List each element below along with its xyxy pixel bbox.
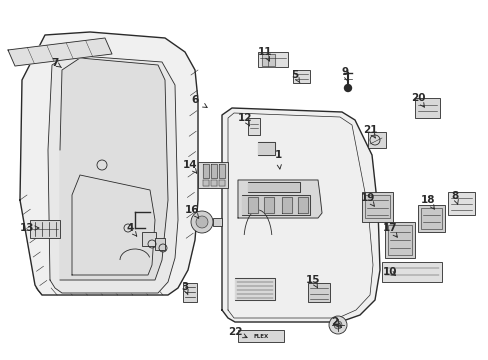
Polygon shape: [203, 180, 208, 186]
Polygon shape: [282, 197, 291, 213]
Text: 14: 14: [183, 160, 197, 173]
Text: FLEX: FLEX: [253, 333, 268, 338]
Text: 22: 22: [227, 327, 246, 338]
Text: 17: 17: [382, 223, 397, 237]
Text: 10: 10: [382, 267, 396, 277]
Text: 5: 5: [291, 70, 299, 83]
Text: 15: 15: [305, 275, 320, 288]
Polygon shape: [210, 164, 217, 178]
Polygon shape: [203, 164, 208, 178]
Polygon shape: [8, 38, 112, 66]
Polygon shape: [258, 52, 287, 67]
Text: 13: 13: [20, 223, 39, 233]
Text: 21: 21: [362, 125, 376, 138]
Text: 1: 1: [274, 150, 281, 169]
Polygon shape: [264, 197, 273, 213]
Polygon shape: [235, 278, 274, 300]
Polygon shape: [155, 238, 164, 250]
Polygon shape: [222, 108, 379, 322]
Polygon shape: [387, 225, 411, 255]
Polygon shape: [361, 192, 392, 222]
Circle shape: [344, 85, 351, 91]
Polygon shape: [213, 218, 222, 226]
Polygon shape: [447, 192, 474, 215]
Polygon shape: [417, 205, 444, 232]
Polygon shape: [247, 197, 258, 213]
Text: 11: 11: [257, 47, 272, 61]
Polygon shape: [238, 180, 321, 218]
Polygon shape: [198, 162, 227, 188]
Polygon shape: [292, 70, 309, 83]
Text: 6: 6: [191, 95, 207, 108]
Text: 12: 12: [237, 113, 252, 126]
Polygon shape: [384, 222, 414, 258]
Polygon shape: [242, 195, 309, 215]
Text: 20: 20: [410, 93, 425, 107]
Circle shape: [333, 321, 341, 329]
Circle shape: [196, 216, 207, 228]
Circle shape: [328, 316, 346, 334]
Text: 16: 16: [184, 205, 199, 218]
Polygon shape: [247, 118, 260, 135]
Polygon shape: [60, 58, 168, 280]
Text: 19: 19: [360, 193, 374, 206]
Polygon shape: [238, 330, 284, 342]
Polygon shape: [219, 164, 224, 178]
Text: 8: 8: [450, 191, 458, 204]
Polygon shape: [381, 262, 441, 282]
Polygon shape: [364, 195, 389, 218]
Text: 3: 3: [181, 282, 188, 295]
Polygon shape: [183, 283, 197, 302]
Polygon shape: [297, 197, 307, 213]
Polygon shape: [219, 180, 224, 186]
Polygon shape: [262, 54, 274, 66]
Text: 7: 7: [51, 58, 61, 68]
Circle shape: [191, 211, 213, 233]
Polygon shape: [210, 180, 217, 186]
Polygon shape: [420, 208, 441, 229]
Polygon shape: [414, 98, 439, 118]
Polygon shape: [20, 32, 198, 295]
Polygon shape: [247, 182, 299, 192]
Text: 2: 2: [331, 317, 341, 328]
Polygon shape: [30, 220, 60, 238]
Polygon shape: [307, 283, 329, 302]
Polygon shape: [142, 232, 156, 246]
Polygon shape: [258, 142, 274, 155]
Text: 4: 4: [126, 223, 137, 236]
Polygon shape: [48, 55, 178, 293]
Text: 9: 9: [341, 67, 348, 81]
Polygon shape: [367, 132, 385, 148]
Text: 18: 18: [420, 195, 434, 209]
